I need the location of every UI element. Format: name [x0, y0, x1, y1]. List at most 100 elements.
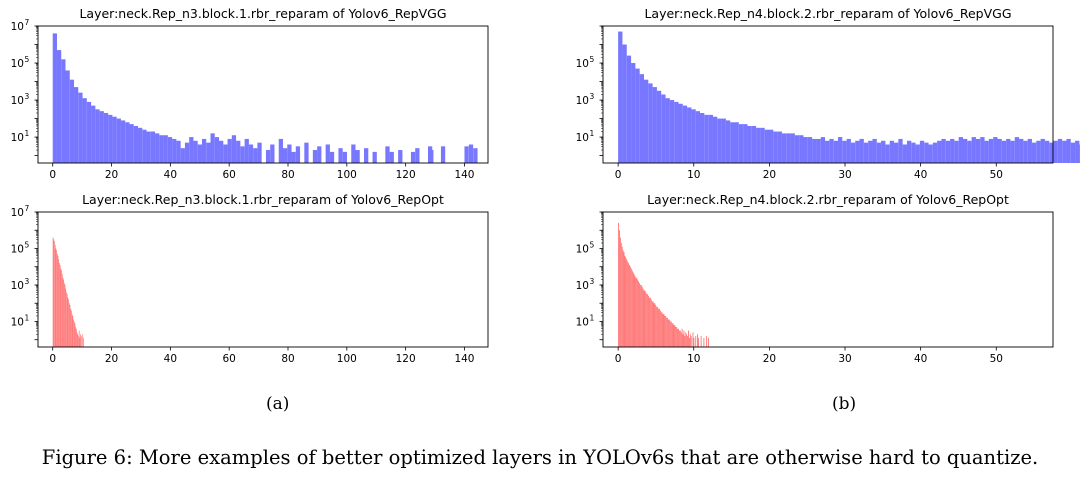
histogram-bar — [635, 277, 637, 347]
histogram-bar — [53, 239, 55, 347]
histogram-bar — [656, 306, 658, 347]
histogram-bar — [628, 263, 630, 347]
histogram-bar — [928, 144, 933, 163]
histogram-bar — [639, 74, 644, 163]
histogram-bar — [872, 138, 877, 163]
histogram-bar — [663, 314, 665, 347]
x-tick-label: 40 — [164, 353, 177, 365]
histogram-bar — [62, 277, 64, 347]
histogram-bar — [473, 148, 478, 163]
histogram-bar — [643, 290, 645, 347]
y-tick-exponent: 3 — [25, 92, 30, 101]
histogram-bar — [686, 334, 688, 347]
histogram-bar — [116, 118, 121, 163]
histogram-bar — [812, 138, 817, 163]
chart-b-bottom: Layer:neck.Rep_n4.block.2.rbr_reparam of… — [540, 185, 1080, 370]
histogram-bar — [74, 87, 79, 163]
histogram-bar — [695, 111, 701, 163]
histogram-bar — [902, 144, 907, 163]
chart-b-top: Layer:neck.Rep_n4.block.2.rbr_reparam of… — [540, 0, 1080, 185]
histogram-bar — [1057, 138, 1063, 163]
histogram-bar — [79, 337, 81, 347]
histogram-bar — [70, 308, 72, 347]
chart-a-bottom-svg: Layer:neck.Rep_n3.block.1.rbr_reparam of… — [11, 192, 489, 365]
histogram-bar — [201, 138, 207, 163]
x-tick-label: 20 — [763, 353, 776, 365]
x-tick-label: 40 — [914, 353, 927, 365]
x-tick-label: 20 — [105, 353, 118, 365]
histogram-bar — [184, 142, 190, 163]
histogram-bar — [635, 68, 640, 163]
histogram-bar — [649, 297, 651, 347]
histogram-bar — [695, 336, 697, 347]
x-tick-label: 140 — [454, 353, 474, 365]
histogram-bar — [66, 294, 68, 347]
histogram-bar — [57, 255, 59, 347]
axes-frame — [37, 211, 489, 348]
histogram-bar — [78, 92, 83, 163]
histogram-bar — [660, 312, 662, 347]
histogram-bar — [656, 90, 662, 163]
histogram-bar — [651, 301, 653, 347]
histogram-bar — [1001, 140, 1007, 163]
histogram-bar — [440, 146, 446, 163]
x-tick-label: 30 — [838, 169, 851, 181]
subcaption-a: (a) — [266, 394, 290, 414]
histogram-bar — [919, 140, 925, 163]
histogram-bar — [842, 140, 847, 163]
histogram-bar — [954, 140, 959, 163]
histogram-bar — [738, 124, 744, 163]
histogram-bar — [648, 297, 650, 347]
histogram-bar — [937, 140, 942, 163]
histogram-bar — [697, 334, 698, 347]
histogram-bar — [717, 118, 722, 163]
histogram-bar — [1053, 140, 1058, 163]
histogram-bar — [364, 148, 369, 163]
histogram-bar — [1023, 140, 1028, 163]
histogram-bar — [712, 116, 718, 163]
histogram-bar — [704, 114, 709, 163]
histogram-bar — [786, 133, 791, 163]
histogram-bar — [1014, 137, 1020, 163]
histogram-bar — [142, 129, 147, 163]
histogram-bar — [265, 150, 271, 163]
histogram-bar — [678, 103, 683, 163]
histogram-bar — [312, 150, 318, 163]
histogram-bar — [146, 131, 151, 163]
histogram-bar — [278, 138, 283, 163]
histogram-bar — [639, 284, 641, 347]
histogram-bar — [1027, 138, 1032, 163]
histogram-bar — [661, 94, 666, 163]
histogram-bar — [630, 268, 632, 347]
histogram-bar — [355, 150, 360, 163]
histogram-bar — [662, 314, 664, 347]
histogram-bar — [859, 138, 864, 163]
histogram-bar — [75, 326, 76, 347]
histogram-bar — [1036, 140, 1041, 163]
histogram-bar — [876, 142, 882, 163]
histogram-bar — [700, 336, 702, 347]
histogram-bar — [1066, 138, 1071, 163]
histogram-bar — [683, 330, 685, 347]
histogram-bar — [678, 328, 679, 347]
histogram-bar — [803, 137, 808, 163]
histogram-bar — [398, 150, 403, 163]
histogram-bar — [77, 334, 79, 347]
histogram-bar — [846, 138, 851, 163]
histogram-bar — [829, 138, 834, 163]
histogram-bar — [794, 135, 800, 163]
histogram-bar — [688, 337, 690, 347]
x-tick-label: 0 — [49, 353, 56, 365]
histogram-bar — [629, 266, 631, 347]
histogram-bar — [67, 297, 69, 347]
histogram-bar — [155, 133, 160, 163]
histogram-bar — [673, 325, 675, 347]
histogram-bar — [868, 140, 873, 163]
histogram-bar — [189, 137, 194, 163]
histogram-bar — [389, 151, 394, 163]
histogram-bar — [637, 279, 639, 347]
histogram-bar — [675, 326, 677, 347]
x-tick-label: 30 — [838, 353, 851, 365]
histogram-bar — [61, 270, 62, 347]
x-tick-label: 0 — [49, 169, 56, 181]
